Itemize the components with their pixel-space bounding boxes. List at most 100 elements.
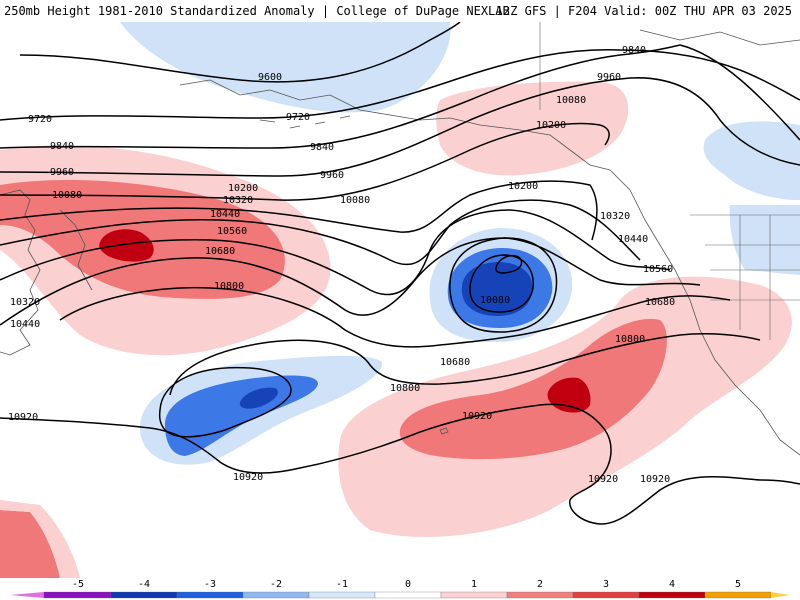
contour-label: 10920 [8, 412, 38, 423]
contour-label: 10440 [618, 234, 648, 245]
neg-anomaly-central-core [239, 387, 278, 409]
contour-label: 10440 [10, 319, 40, 330]
contour-central-low [158, 366, 292, 438]
contour-label: 10680 [645, 297, 675, 308]
legend-segment [704, 591, 772, 599]
anomaly-fills [0, 22, 800, 578]
height-contours [0, 22, 800, 525]
contour-label: 9960 [50, 167, 74, 178]
pos-anomaly-japan-core [99, 229, 154, 262]
pos-anomaly-southwest-outer [0, 500, 80, 578]
contour-label: 10680 [205, 246, 235, 257]
legend-segment [110, 591, 178, 599]
legend-segment [572, 591, 640, 599]
coast-asia [0, 189, 41, 356]
contour-9840-b [679, 44, 800, 141]
contour-10920 [0, 403, 800, 525]
contour-label: 10440 [210, 209, 240, 220]
contour-label: 10560 [217, 226, 247, 237]
contour-label: 10320 [600, 211, 630, 222]
legend-tick-label: 2 [537, 579, 543, 590]
legend-color-bar [10, 591, 790, 599]
contour-10680 [59, 286, 731, 348]
coast-aleutians [259, 115, 351, 129]
contour-low-inner [495, 254, 523, 274]
neg-anomaly-bering [120, 22, 451, 113]
contour-9960 [0, 77, 800, 177]
legend-tick-label: -5 [72, 579, 84, 590]
legend-tick-labels: -5 -4 -3 -2 -1 0 1 2 3 4 5 [72, 579, 741, 590]
contour-label-layer: 9600 9720 9840 9960 10080 10200 10320 10… [8, 45, 675, 485]
contour-label: 9720 [286, 112, 310, 123]
legend-tick-label: -2 [270, 579, 282, 590]
political-borders [539, 22, 800, 340]
contour-label: 9960 [597, 72, 621, 83]
contour-label: 9840 [310, 142, 334, 153]
map-title: 250mb Height 1981-2010 Standardized Anom… [4, 4, 510, 18]
pos-anomaly-southwest [0, 510, 60, 578]
legend-segment [374, 591, 442, 599]
contour-10080 [0, 122, 610, 201]
contour-label: 9960 [320, 170, 344, 181]
legend-tick-label: 1 [471, 579, 477, 590]
contour-label: 10920 [588, 474, 618, 485]
legend-tick-label: 5 [735, 579, 741, 590]
legend-segment [771, 592, 790, 598]
coast-hawaii [439, 427, 449, 435]
legend-segment [242, 591, 310, 599]
coastlines [0, 29, 800, 456]
legend-tick-label: 0 [405, 579, 411, 590]
legend-segment [10, 592, 44, 598]
contour-label: 10080 [340, 195, 370, 206]
contour-label: 10320 [223, 195, 253, 206]
contour-label: 10800 [615, 334, 645, 345]
contour-label: 10200 [508, 181, 538, 192]
coast-westna [609, 169, 800, 456]
contour-10560 [0, 237, 701, 326]
contour-9840-a [0, 44, 681, 149]
legend-tick-label: -1 [336, 579, 348, 590]
legend-segment [638, 591, 706, 599]
legend-segment [43, 591, 112, 599]
contour-label: 10080 [556, 95, 586, 106]
coast-arctic [639, 29, 800, 46]
contour-label: 10920 [462, 411, 492, 422]
pos-anomaly-gulf-alaska [436, 81, 629, 176]
anomaly-map: 9600 9720 9840 9960 10080 10200 10320 10… [0, 22, 800, 578]
legend-tick-label: -3 [204, 579, 216, 590]
pos-anomaly-hawaii-core [547, 377, 591, 413]
contour-9720 [0, 49, 800, 121]
contour-label: 9720 [28, 114, 52, 125]
contour-label: 9600 [258, 72, 282, 83]
legend-segment [308, 591, 376, 599]
model-valid-time: 12Z GFS | F204 Valid: 00Z THU APR 03 202… [495, 4, 792, 18]
neg-anomaly-westus [729, 205, 800, 275]
legend-tick-label: -4 [138, 579, 150, 590]
contour-low-10080 [469, 254, 534, 313]
contour-label: 10320 [10, 297, 40, 308]
legend-tick-label: 3 [603, 579, 609, 590]
contour-label: 10080 [480, 295, 510, 306]
contour-10800 [169, 333, 761, 396]
legend-segment [440, 591, 508, 599]
neg-anomaly-low-core [461, 262, 533, 316]
legend-segment [176, 591, 244, 599]
legend-tick-label: 4 [669, 579, 675, 590]
contour-10200 [0, 180, 598, 241]
contour-label: 10560 [643, 264, 673, 275]
contour-label: 10920 [233, 472, 263, 483]
contour-label: 10200 [536, 120, 566, 131]
contour-label: 10080 [52, 190, 82, 201]
contour-label: 10680 [440, 357, 470, 368]
legend-segment [506, 591, 574, 599]
contour-low-10200 [449, 237, 558, 333]
contour-10320 [0, 199, 641, 266]
coast-alaska [179, 79, 611, 171]
contour-label: 9840 [50, 141, 74, 152]
anomaly-color-legend: -5 -4 -3 -2 -1 0 1 2 3 4 5 [10, 579, 790, 599]
contour-9600 [19, 22, 461, 83]
contour-label: 10200 [228, 183, 258, 194]
neg-anomaly-canada [703, 121, 800, 200]
contour-label: 9840 [622, 45, 646, 56]
